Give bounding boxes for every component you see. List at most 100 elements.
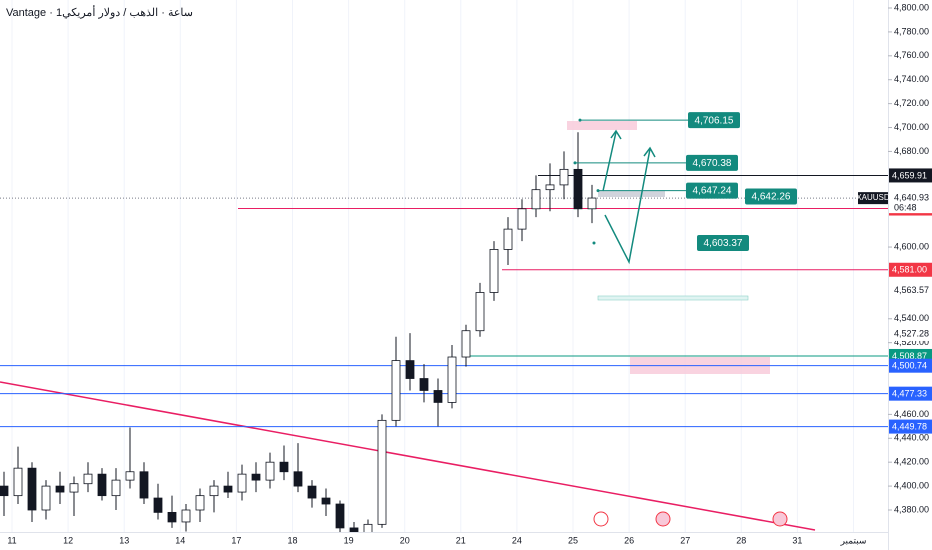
- last-price-tag: [889, 191, 932, 214]
- axis-label-bg: [889, 283, 932, 298]
- candle-body: [265, 461, 275, 481]
- candle-body: [97, 473, 107, 497]
- x-tick-label: 28: [736, 535, 746, 545]
- candle-body: [83, 473, 93, 485]
- candle-body: [363, 523, 373, 532]
- callout-box: [697, 235, 749, 252]
- candle-body: [55, 485, 65, 493]
- candle-body: [279, 461, 289, 473]
- callout-label: 4,642.26: [752, 192, 791, 203]
- event-icon[interactable]: [772, 511, 788, 527]
- x-tick-label: 21: [456, 535, 466, 545]
- candle-body: [223, 485, 233, 493]
- candle-body: [237, 473, 247, 493]
- y-tick-label: 4,540.00: [894, 313, 929, 323]
- candle-body: [447, 356, 457, 403]
- zone: [597, 295, 749, 301]
- candle-body: [349, 527, 359, 532]
- candle-body: [573, 168, 583, 210]
- y-tick-label: 4,680.00: [894, 146, 929, 156]
- arrow: [604, 148, 651, 265]
- callout-label: 4,647.24: [693, 186, 732, 197]
- candle-body: [139, 471, 149, 499]
- y-tick-label: 4,700.00: [894, 122, 929, 132]
- price-tag: [889, 358, 932, 373]
- candle-body: [503, 228, 513, 250]
- price-tag-label: 4,449.78: [892, 421, 927, 431]
- x-tick-label: 14: [175, 535, 185, 545]
- y-tick-label: 4,740.00: [894, 74, 929, 84]
- x-tick-label: سبتمبر: [840, 535, 867, 546]
- candle-body: [559, 168, 569, 186]
- candle-body: [153, 497, 163, 513]
- symbol-tag: [858, 192, 888, 205]
- y-tick-label: 4,440.00: [894, 433, 929, 443]
- candle-body: [293, 471, 303, 487]
- price-tag-label: 4,659.91: [892, 170, 927, 180]
- callout-box: [686, 182, 738, 199]
- callout-box: [745, 188, 797, 205]
- candles: [0, 132, 597, 532]
- candle-body: [125, 471, 135, 481]
- callout-label: 4,603.37: [704, 238, 743, 249]
- levels: [0, 174, 888, 428]
- candle-body: [405, 360, 415, 379]
- arrow-head: [610, 129, 622, 140]
- y-tick-label: 4,780.00: [894, 26, 929, 36]
- x-tick-label: 24: [512, 535, 522, 545]
- zone: [598, 191, 665, 197]
- price-tag-label: 4,581.00: [892, 265, 927, 275]
- candle-body: [321, 497, 331, 505]
- y-tick-label: 4,400.00: [894, 480, 929, 490]
- event-icon[interactable]: [655, 511, 671, 527]
- candle-body: [433, 390, 443, 403]
- y-tick-label: 4,420.00: [894, 457, 929, 467]
- price-tag: [889, 386, 932, 401]
- arrow-head: [643, 146, 656, 158]
- callout-dot: [596, 189, 600, 193]
- y-tick-label: 4,760.00: [894, 50, 929, 60]
- candle-body: [531, 189, 541, 210]
- event-icon[interactable]: [593, 511, 609, 527]
- candle-body: [209, 485, 219, 497]
- callout-dot: [573, 161, 577, 165]
- axis-label-bg: [889, 326, 932, 341]
- candle-body: [13, 467, 23, 497]
- x-tick-label: 17: [231, 535, 241, 545]
- price-tag-label: 4,500.74: [892, 361, 927, 371]
- countdown: 06:48: [894, 203, 917, 213]
- x-tick-label: 27: [680, 535, 690, 545]
- candle-body: [335, 503, 345, 529]
- callout-box: [686, 154, 738, 171]
- arrow: [602, 131, 617, 192]
- axis-label: 4,563.57: [894, 285, 929, 295]
- time-axis: 11 12 13 14 17 18 19 20 21 24 25 26 27 28 31 سبتمبر: [7, 535, 866, 546]
- candle-body: [195, 495, 205, 511]
- y-tick-label: 4,460.00: [894, 409, 929, 419]
- price-tag: [889, 262, 932, 277]
- x-tick-label: 26: [624, 535, 634, 545]
- drawings: [602, 129, 656, 265]
- zones: [0, 121, 816, 531]
- chart-header: Vantage · 1ساعة · الذهب / دولار أمريكي: [6, 5, 193, 19]
- callout-dot: [592, 241, 596, 245]
- event-icons: [593, 511, 788, 527]
- candle-body: [69, 483, 79, 493]
- y-tick-label: 4,600.00: [894, 241, 929, 251]
- price-tag: [889, 168, 932, 183]
- axis-label: 4,527.28: [894, 328, 929, 338]
- candle-body: [545, 184, 555, 191]
- x-tick-label: 20: [400, 535, 410, 545]
- y-tick-label: 4,380.00: [894, 504, 929, 514]
- candle-body: [307, 485, 317, 499]
- x-tick-label: 31: [792, 535, 802, 545]
- price-tag: [889, 419, 932, 434]
- callout-box: [688, 112, 740, 129]
- y-tick-label: 4,720.00: [894, 98, 929, 108]
- x-tick-label: 25: [568, 535, 578, 545]
- x-tick-label: 11: [7, 535, 16, 545]
- x-tick-label: 13: [119, 535, 129, 545]
